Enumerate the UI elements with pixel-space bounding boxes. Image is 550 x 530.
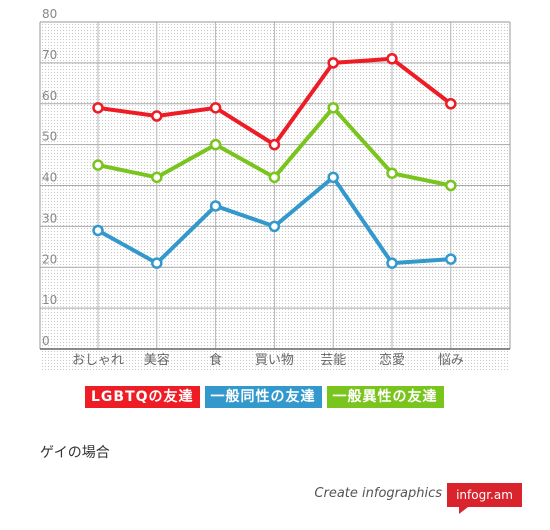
x-tick-label: 芸能 [320,352,346,368]
legend-item-lgbtq[interactable]: LGBTQの友達 [85,386,200,408]
legend: LGBTQの友達 一般同性の友達 一般異性の友達 [85,386,444,408]
data-point[interactable] [92,102,104,114]
y-tick-label: 10 [42,293,57,307]
chart-caption: ゲイの場合 [40,445,110,461]
data-point[interactable] [445,179,457,192]
x-axis-ticks: おしゃれ 美容 食 買い物 芸能 恋愛 悩み [72,352,464,368]
y-tick-label: 50 [42,130,57,144]
infogram-badge[interactable]: infogr.am [447,483,522,507]
data-point[interactable] [327,57,339,69]
badge-tail [459,507,468,514]
data-point[interactable] [327,102,339,114]
y-tick-label: 80 [42,7,57,21]
y-tick-label: 70 [42,48,57,62]
y-tick-label: 20 [42,252,57,266]
y-tick-label: 60 [42,89,57,103]
data-point[interactable] [151,257,163,269]
x-label-area [40,349,510,370]
y-tick-label: 30 [42,211,57,225]
y-tick-label: 0 [42,334,50,348]
y-tick-label: 40 [42,171,57,185]
data-point[interactable] [209,102,222,114]
data-point[interactable] [386,167,398,179]
x-tick-label: 美容 [144,352,170,368]
data-point[interactable] [386,53,398,65]
legend-item-same-sex[interactable]: 一般同性の友達 [204,386,322,408]
series-group [92,53,457,269]
data-point[interactable] [268,220,281,233]
x-tick-label: 食 [209,352,222,368]
data-point[interactable] [92,159,104,171]
x-tick-label: おしゃれ [72,353,124,368]
data-point[interactable] [151,171,163,184]
data-point[interactable] [445,253,457,265]
data-point[interactable] [209,200,222,212]
x-tick-label: 買い物 [255,353,294,368]
x-tick-label: 恋愛 [379,352,405,368]
x-tick-label: 悩み [438,353,464,368]
data-point[interactable] [327,171,339,184]
legend-item-opposite-sex[interactable]: 一般異性の友達 [326,386,444,408]
data-point[interactable] [151,110,163,122]
data-point[interactable] [268,171,281,184]
data-point[interactable] [268,138,281,151]
data-point[interactable] [209,138,222,151]
data-point[interactable] [386,257,398,269]
create-infographics-text[interactable]: Create infographics [314,486,442,501]
data-point[interactable] [445,98,457,110]
y-axis-ticks: 0 10 20 30 40 50 60 70 80 [42,7,57,348]
line-chart: 0 10 20 30 40 50 60 70 80 おしゃれ 美容 食 買い物 芸能 恋愛 悩み [39,7,511,370]
data-point[interactable] [92,224,104,237]
